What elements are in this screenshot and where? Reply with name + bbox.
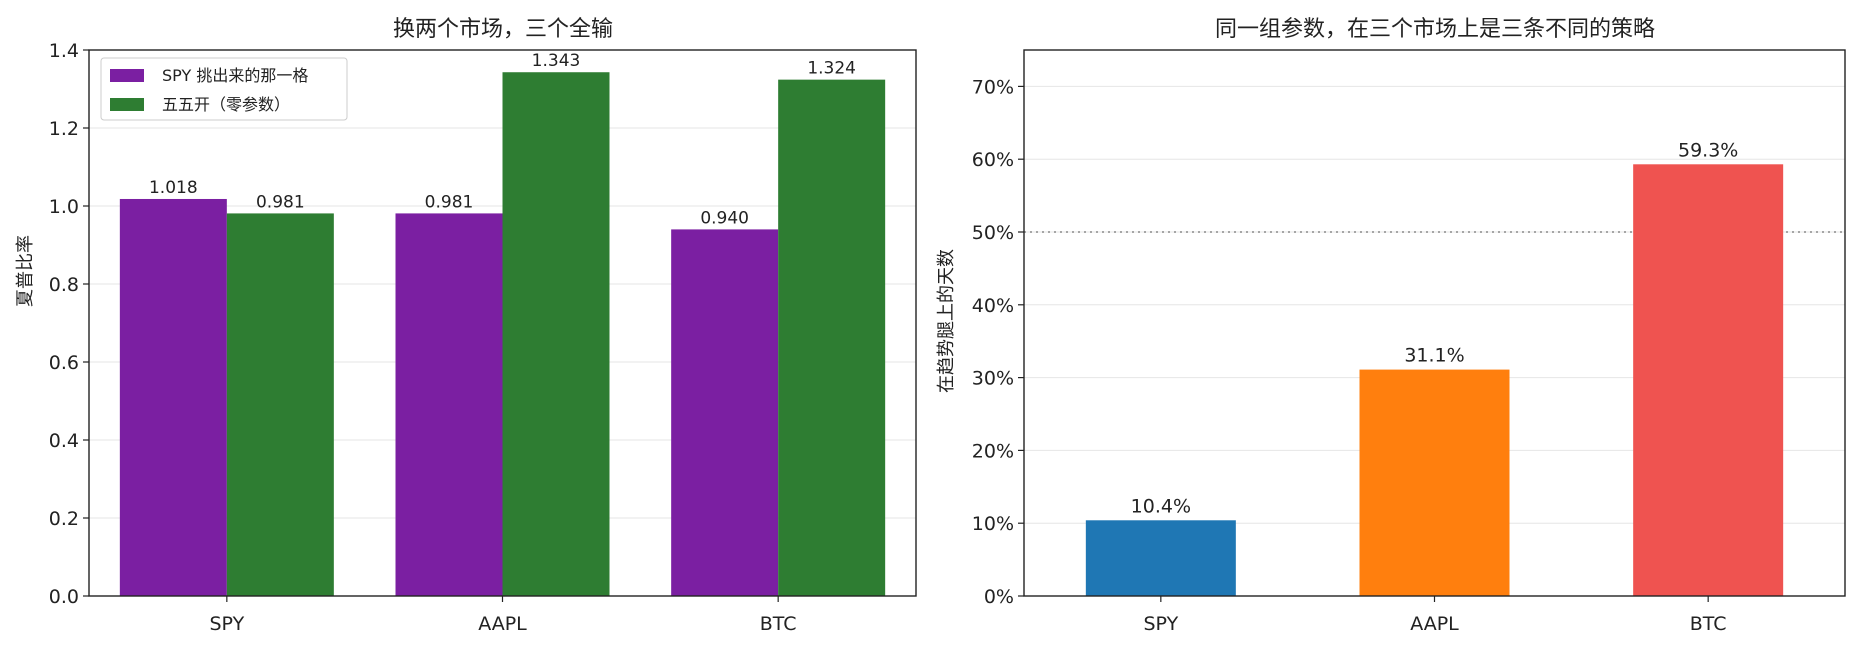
data-labels: 10.4% 31.1% 59.3% <box>1131 139 1739 517</box>
y-tick-label: 30% <box>972 368 1014 390</box>
y-axis-label: 夏普比率 <box>15 235 36 307</box>
legend-swatch-2 <box>110 98 144 111</box>
y-tick-label: 70% <box>972 76 1014 98</box>
data-label: 1.324 <box>807 59 856 79</box>
bar-aapl-series-2 <box>502 72 610 597</box>
chart-title: 同一组参数，在三个市场上是三条不同的策略 <box>1215 17 1655 42</box>
bar-aapl-series-1 <box>395 213 503 596</box>
data-label: 31.1% <box>1404 345 1464 367</box>
bar-spy-series-1 <box>119 198 227 597</box>
x-tick-label: SPY <box>1143 613 1178 635</box>
sharpe-ratio-chart: 换两个市场，三个全输 夏普比率 1.018 0.981 0.981 1.343 0.94… <box>15 17 917 635</box>
x-tick-label: BTC <box>1690 613 1727 635</box>
chart-title: 换两个市场，三个全输 <box>393 17 613 42</box>
y-tick-label: 20% <box>972 440 1014 462</box>
legend-entry-2: 五五开（零参数） <box>162 95 290 114</box>
x-tick-label: BTC <box>760 613 797 635</box>
x-tick-label: SPY <box>209 613 244 635</box>
bar-spy-series-2 <box>226 213 334 596</box>
y-tick-label: 40% <box>972 295 1014 317</box>
y-axis-label: 在趋势腿上的天数 <box>936 249 957 393</box>
trend-leg-days-chart: 同一组参数，在三个市场上是三条不同的策略 在趋势腿上的天数 10.4% 31.1%… <box>936 17 1846 635</box>
y-tick-label: 10% <box>972 513 1014 535</box>
x-tick-label: AAPL <box>1410 613 1459 635</box>
y-tick-label: 0.6 <box>49 352 79 374</box>
bars <box>1085 164 1784 596</box>
bar-spy <box>1085 520 1236 596</box>
y-tick-label: 0.0 <box>49 586 79 608</box>
plot-frame <box>1023 49 1846 597</box>
data-label: 0.940 <box>700 208 749 228</box>
y-ticks: 0% 10% 20% 30% 40% 50% 60% 70% <box>972 76 1024 608</box>
data-label: 0.981 <box>256 192 305 212</box>
y-tick-label: 0% <box>984 586 1014 608</box>
y-tick-label: 0.8 <box>49 274 79 296</box>
x-ticks: SPY AAPL BTC <box>209 596 797 635</box>
y-tick-label: 1.4 <box>49 40 79 62</box>
data-label: 59.3% <box>1678 139 1738 161</box>
y-tick-label: 0.2 <box>49 508 79 530</box>
y-tick-label: 1.2 <box>49 118 79 140</box>
y-tick-label: 0.4 <box>49 430 79 452</box>
bars <box>119 72 886 597</box>
bar-btc-series-2 <box>778 79 886 596</box>
legend: SPY 挑出来的那一格 五五开（零参数） <box>100 57 348 121</box>
y-tick-label: 50% <box>972 222 1014 244</box>
data-label: 1.018 <box>149 178 198 198</box>
data-label: 1.343 <box>532 51 581 71</box>
y-tick-label: 1.0 <box>49 196 79 218</box>
legend-swatch-1 <box>110 69 144 82</box>
y-ticks: 0.0 0.2 0.4 0.6 0.8 1.0 1.2 1.4 <box>49 40 89 608</box>
data-label: 10.4% <box>1131 495 1191 517</box>
plot-frame <box>88 49 917 597</box>
data-label: 0.981 <box>425 192 474 212</box>
legend-entry-1: SPY 挑出来的那一格 <box>162 66 308 85</box>
data-labels: 1.018 0.981 0.981 1.343 0.940 1.324 <box>149 51 856 228</box>
x-tick-label: AAPL <box>478 613 527 635</box>
legend-box <box>100 57 348 121</box>
y-tick-label: 60% <box>972 149 1014 171</box>
bar-btc-series-1 <box>671 229 779 596</box>
bar-btc <box>1633 164 1784 596</box>
x-ticks: SPY AAPL BTC <box>1143 596 1727 635</box>
bar-aapl <box>1359 369 1510 596</box>
